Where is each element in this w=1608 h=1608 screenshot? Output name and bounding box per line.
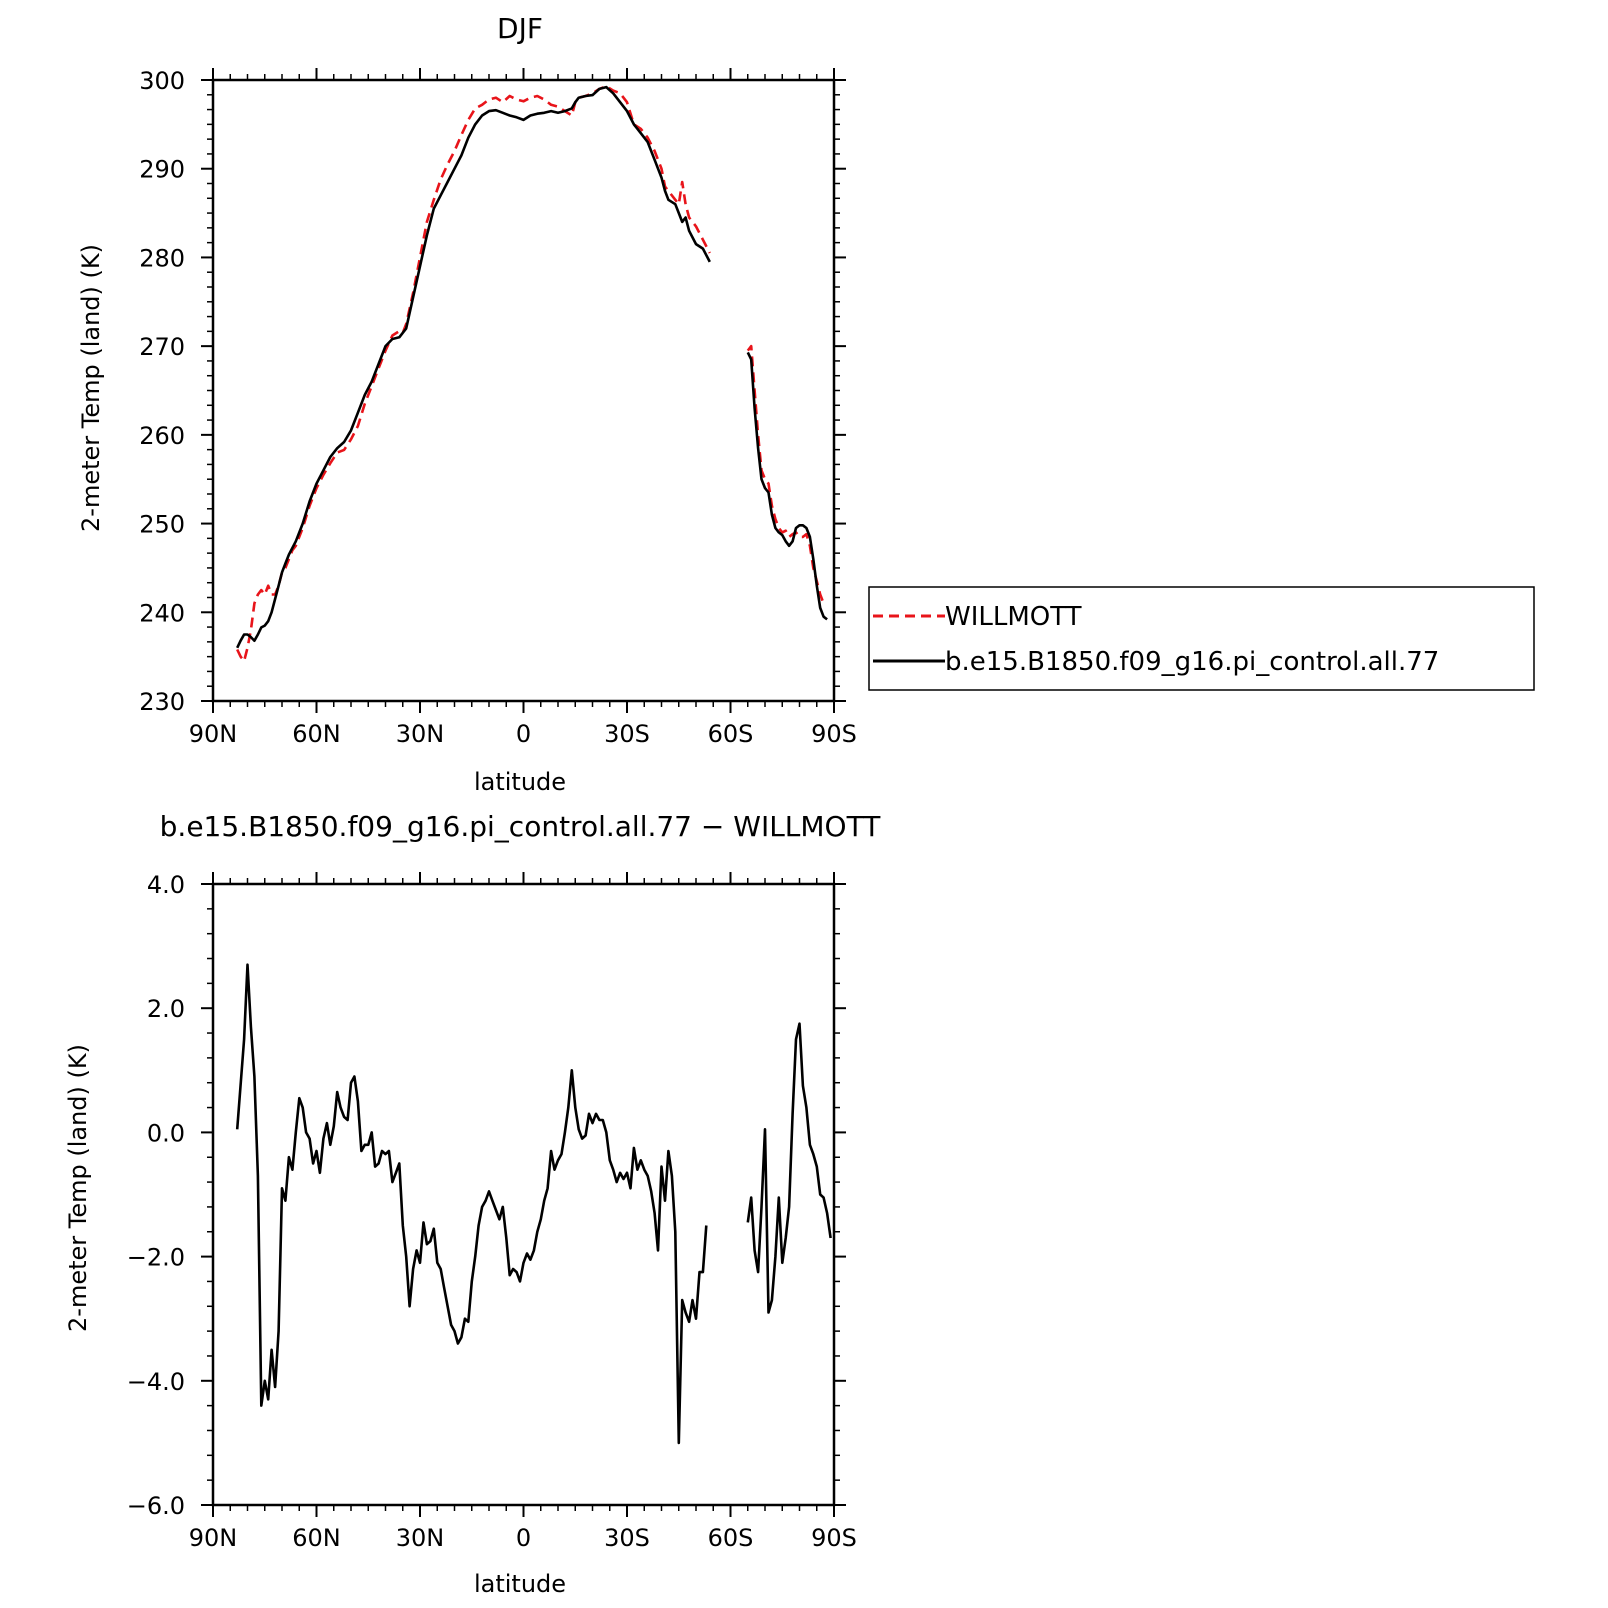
x-tick-label: 0: [516, 1524, 531, 1552]
x-tick-label: 0: [516, 720, 531, 748]
plot-frame: [211, 78, 836, 703]
y-tick-label: −4.0: [127, 1368, 185, 1396]
difference-yaxis-label: 2-meter Temp (land) (K): [64, 1044, 92, 1332]
y-tick-label: 4.0: [147, 871, 185, 899]
y-tick-label: −6.0: [127, 1492, 185, 1520]
y-tick-label: 250: [139, 511, 185, 539]
x-tick-label: 90N: [189, 1524, 238, 1552]
series-line-willmott: [236, 84, 711, 663]
legend-box: [868, 586, 1535, 691]
legend: WILLMOTT b.e15.B1850.f09_g16.pi_control.…: [868, 586, 1535, 691]
djf-yaxis-label: 2-meter Temp (land) (K): [77, 244, 105, 532]
x-tick-label: 30N: [396, 720, 445, 748]
plot-frame: [211, 882, 836, 1507]
difference-xaxis-label: latitude: [474, 1570, 566, 1598]
y-tick-label: −2.0: [127, 1244, 185, 1272]
difference-plot-area: 90N 60N 30N 0 30S 60S 90S −6.0 −4.0 −2.0 0.0 2.0 4.0: [127, 871, 857, 1552]
legend-entry-model: b.e15.B1850.f09_g16.pi_control.all.77: [945, 647, 1439, 677]
x-tick-label: 60S: [708, 1524, 754, 1552]
y-tick-label: 290: [139, 156, 185, 184]
y-tick-label: 230: [139, 688, 185, 716]
x-tick-label: 30N: [396, 1524, 445, 1552]
x-tick-label: 30S: [604, 720, 650, 748]
legend-entry-willmott: WILLMOTT: [945, 602, 1082, 632]
djf-temperature-panel: DJF 90N 60N 30N 0 30S 60S 90S 230 240 250 260 270 28…: [77, 12, 857, 796]
y-tick-label: 240: [139, 599, 185, 627]
y-tick-label: 300: [139, 67, 185, 95]
series-line-difference: [746, 1022, 832, 1314]
y-tick-label: 260: [139, 422, 185, 450]
x-tick-label: 30S: [604, 1524, 650, 1552]
series-line-b-e15-b1850-f09-g16-pi-control-all-77: [236, 85, 711, 649]
y-tick-label: 2.0: [147, 995, 185, 1023]
series-line-willmott: [746, 344, 825, 604]
y-tick-label: 270: [139, 333, 185, 361]
x-tick-label: 60S: [708, 720, 754, 748]
y-tick-label: 280: [139, 244, 185, 272]
series-line-difference: [235, 963, 708, 1445]
x-tick-label: 60N: [292, 720, 341, 748]
x-tick-label: 60N: [292, 1524, 341, 1552]
x-tick-label: 90S: [811, 1524, 857, 1552]
x-tick-label: 90N: [189, 720, 238, 748]
x-tick-label: 90S: [811, 720, 857, 748]
difference-panel: b.e15.B1850.f09_g16.pi_control.all.77 − …: [64, 810, 881, 1598]
panel-title-djf: DJF: [497, 12, 543, 45]
djf-plot-area: 90N 60N 30N 0 30S 60S 90S 230 240 250 260 270 280 290…: [139, 67, 857, 748]
djf-xaxis-label: latitude: [474, 768, 566, 796]
panel-title-difference: b.e15.B1850.f09_g16.pi_control.all.77 − …: [160, 810, 882, 843]
y-tick-label: 0.0: [147, 1119, 185, 1147]
series-line-b-e15-b1850-f09-g16-pi-control-all-77: [746, 351, 828, 621]
